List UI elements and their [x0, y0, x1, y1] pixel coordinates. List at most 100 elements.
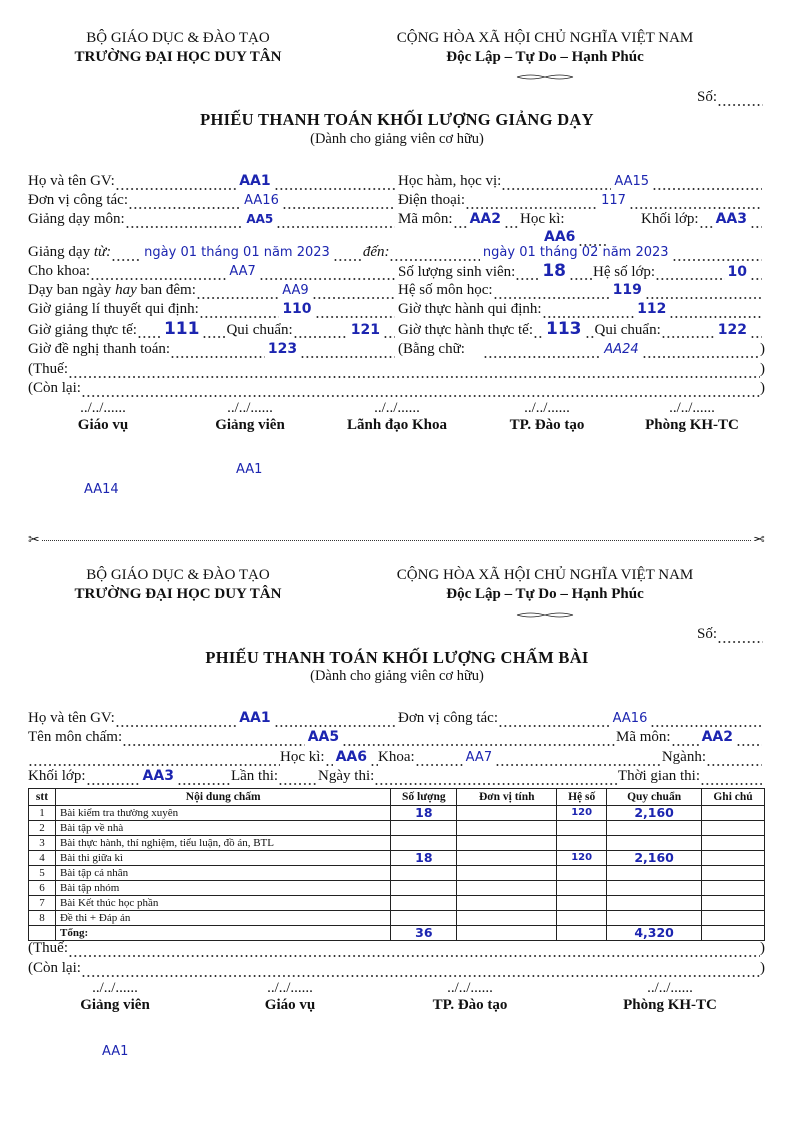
cell-qty [390, 835, 458, 851]
date: ../../...... [374, 400, 420, 416]
field-he-so-mon: Hệ số môn học: 119 [398, 281, 762, 300]
so-field: Số: [697, 88, 763, 107]
field-day-ban: Dạy ban ngày hay ban đêm: AA9 [28, 281, 395, 300]
field-hoc-ki-value: AA6 [541, 228, 621, 247]
header-right-2: CỘNG HÒA XÃ HỘI CHỦ NGHĨA VIỆT NAM Độc L… [345, 566, 745, 604]
date: ../../...... [227, 400, 273, 416]
paren: ) [760, 361, 765, 377]
cell-qty: 18 [390, 850, 458, 866]
sig-giang-vien-2: ../../...... Giảng viên [40, 980, 190, 1014]
cell-unit [456, 910, 558, 926]
field-ho-ten: Họ và tên GV: AA1 [28, 172, 395, 191]
cell-norm [606, 895, 703, 911]
label: Khoa: [378, 749, 415, 765]
table-row: 6 Bài tập nhóm [28, 880, 765, 896]
label: Thời gian thi: [617, 768, 700, 784]
cell-stt: 6 [28, 880, 56, 896]
value-ma-mon: AA2 [701, 729, 733, 745]
value-khoi-lop: AA3 [142, 768, 174, 784]
sig-title: Giáo vụ [264, 997, 316, 1013]
cell-qty [390, 880, 458, 896]
cell-coef: 120 [556, 850, 608, 866]
sig-title: Giảng viên [215, 417, 285, 433]
sig-title: TP. Đào tạo [432, 997, 508, 1013]
dots [717, 88, 763, 107]
col-header: Quy chuẩn [606, 788, 703, 806]
cell-note [701, 880, 765, 896]
so-label: Số: [697, 89, 718, 105]
table-row: 3 Bài thực hành, thí nghiệm, tiểu luận, đ… [28, 835, 765, 851]
label: Lần thi: [230, 768, 279, 784]
label: Khối lớp: [641, 211, 699, 227]
cell-coef [556, 865, 608, 881]
value-ho-ten: AA1 [239, 173, 271, 189]
cell-content: Bài thi giữa kì [54, 850, 392, 866]
field-khoa: Cho khoa: AA7 [28, 262, 396, 281]
sig-title: Giảng viên [80, 997, 150, 1013]
value-aa1-sig: AA1 [236, 462, 263, 477]
label: Tên môn chấm: [28, 729, 123, 745]
value-hoc-ki: AA6 [544, 229, 576, 245]
form-title-2: PHIẾU THANH TOÁN KHỐI LƯỢNG CHẤM BÀI [205, 648, 589, 667]
cell-stt: 2 [28, 820, 56, 836]
paren: ) [760, 341, 766, 357]
date: ../../...... [524, 400, 570, 416]
cell-norm [606, 835, 703, 851]
country-name: CỘNG HÒA XÃ HỘI CHỦ NGHĨA VIỆT NAM [396, 567, 694, 583]
cell-coef [556, 820, 608, 836]
so-field-2: Số: [697, 625, 763, 644]
cell-content: Đề thi + Đáp án [54, 910, 392, 926]
cell-norm [606, 880, 703, 896]
label: đến: [362, 244, 390, 260]
value-gio-lt-tt: 111 [163, 319, 200, 339]
label: Họ và tên GV: [28, 173, 115, 189]
ornament-icon [516, 612, 574, 618]
value-he-so-mon: 119 [612, 282, 642, 298]
label: Hệ số lớp: [593, 264, 656, 280]
field-gio-th-qd: Giờ thực hành qui định: 112 [398, 300, 763, 319]
label: Hệ số môn học: [398, 282, 493, 298]
ministry-name: BỘ GIÁO DỤC & ĐÀO TẠO [86, 30, 270, 46]
header-left: BỘ GIÁO DỤC & ĐÀO TẠO TRƯỜNG ĐẠI HỌC DUY… [28, 29, 328, 67]
label: ban đêm: [140, 282, 196, 298]
label: (Bằng chữ: [398, 341, 465, 357]
cell-unit [456, 805, 558, 821]
value-ma-mon: AA2 [469, 211, 502, 227]
field-don-vi-2: Đơn vị công tác: AA16 [398, 709, 763, 728]
table-row: 7 Bài Kết thúc học phần [28, 895, 765, 911]
value-gio-th-qd: 112 [637, 301, 667, 317]
school-name: TRƯỜNG ĐẠI HỌC DUY TÂN [74, 586, 282, 602]
label: hay [115, 282, 137, 298]
value-so-sv: 18 [542, 261, 566, 281]
cell-norm [606, 865, 703, 881]
value-hoc-ham: AA15 [614, 174, 650, 189]
col-header: Nội dung chấm [54, 788, 392, 806]
value-khoa: AA7 [465, 750, 493, 765]
date: ../../...... [669, 400, 715, 416]
table-header: stt Nội dung chấm Số lượng Đơn vị tính H… [28, 788, 765, 806]
paren: ) [760, 960, 765, 976]
cell-coef [556, 895, 608, 911]
so-label: Số: [697, 626, 718, 642]
cell-coef [556, 910, 608, 926]
value-mon: AA5 [307, 729, 340, 745]
grading-table: stt Nội dung chấm Số lượng Đơn vị tính H… [28, 788, 765, 941]
label: Đơn vị công tác: [28, 192, 128, 208]
cell-unit [456, 880, 558, 896]
cell-content: Bài thực hành, thí nghiệm, tiểu luận, đồ… [54, 835, 392, 851]
cell-norm [606, 820, 703, 836]
cell-content: Bài tập cá nhân [54, 865, 392, 881]
label: (Thuế: [28, 361, 68, 377]
value-dien-thoai: 117 [601, 193, 626, 208]
field-gio-th-tt: Giờ thực hành thực tế: 113 Qui chuẩn: 122 [398, 320, 762, 339]
cell-content: Bài tập nhóm [54, 880, 392, 896]
form-subtitle-2: (Dành cho giảng viên cơ hữu) [310, 668, 484, 684]
cut-line: ✂ ✂ [28, 532, 765, 548]
label: Giờ giảng lí thuyết qui định: [28, 301, 199, 317]
value-khoi-lop: AA3 [715, 211, 747, 227]
table-row: 5 Bài tập cá nhân [28, 865, 765, 881]
value-gio-lt-qd: 110 [282, 301, 312, 317]
field-so-sv-he-so-lop: Số lượng sinh viên: 18 Hệ số lớp: 10 [398, 262, 762, 281]
value-aa14-sig: AA14 [84, 482, 119, 497]
